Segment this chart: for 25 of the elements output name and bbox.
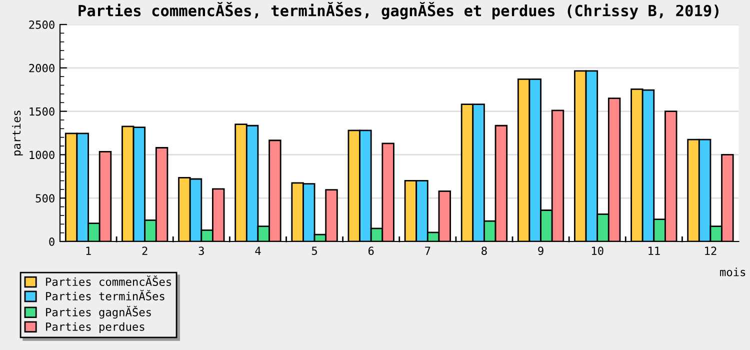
y-tick-label: 0 <box>49 238 54 246</box>
y-tick-label: 1500 <box>30 107 54 116</box>
x-tick-label: 5 <box>312 246 317 256</box>
y-tick-label: 2500 <box>29 20 54 29</box>
legend-label: Parties commencĂŠes <box>46 275 171 286</box>
chart-title: Parties commencĂŠes, terminĂŠes, gagnĂŠes et perdues (Chrissy B, 2019) <box>78 2 718 20</box>
x-tick-label: 6 <box>368 246 374 256</box>
x-tick-label: 12 <box>705 246 716 255</box>
x-tick-label: 2 <box>142 246 148 255</box>
x-tick-label: 4 <box>255 246 261 255</box>
legend-label: Parties gagnĂŠes <box>46 306 151 319</box>
y-tick-label: 2000 <box>29 64 54 72</box>
legend-label: Parties perdues <box>46 322 144 333</box>
x-tick-label: 1 <box>86 246 91 255</box>
y-axis-title: parties <box>12 110 23 156</box>
x-tick-label: 10 <box>592 246 604 256</box>
x-tick-label: 9 <box>538 246 544 256</box>
x-tick-label: 3 <box>198 246 204 256</box>
y-tick-label: 1000 <box>30 150 54 160</box>
x-tick-label: 7 <box>425 246 430 255</box>
x-tick-label: 11 <box>648 246 660 255</box>
legend-label: Parties terminĂŠes <box>46 290 164 300</box>
y-tick-label: 500 <box>36 194 54 203</box>
x-tick-label: 8 <box>482 246 487 256</box>
x-axis-title: mois <box>720 268 746 276</box>
